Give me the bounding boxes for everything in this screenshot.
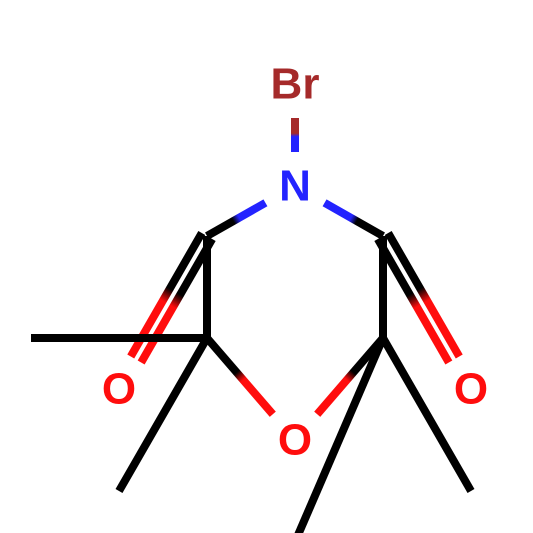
atom-label-n: N [279, 162, 311, 211]
molecule-diagram: Br N O O O [0, 0, 533, 533]
atom-label-o: O [102, 365, 136, 414]
atom-label-br: Br [271, 60, 320, 109]
atom-label-o: O [454, 365, 488, 414]
bonds-group [31, 118, 471, 533]
atom-label-o: O [278, 416, 312, 465]
